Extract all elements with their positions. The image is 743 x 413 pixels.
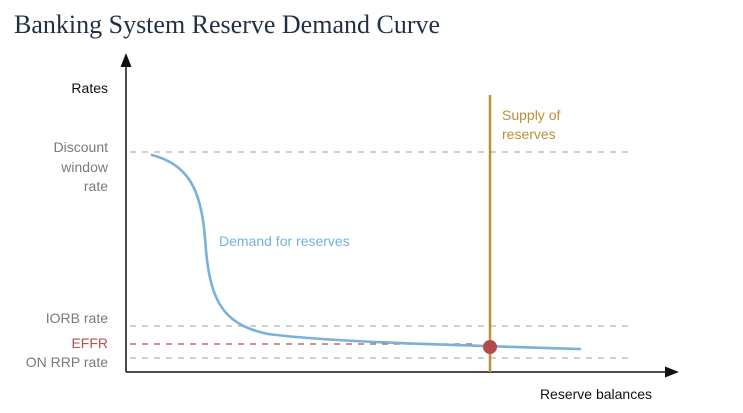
equilibrium-point xyxy=(483,340,497,354)
demand-curve-label: Demand for reserves xyxy=(219,233,350,249)
effr-label: EFFR xyxy=(71,335,108,351)
demand-for-reserves-curve xyxy=(150,153,582,351)
discount-window-label-line-3: rate xyxy=(84,178,108,194)
supply-label-line-2: reserves xyxy=(502,126,556,142)
x-axis-arrow-icon xyxy=(665,366,679,378)
x-axis-label: Reserve balances xyxy=(540,386,652,402)
iorb-rate-label: IORB rate xyxy=(46,310,108,326)
y-axis-label: Rates xyxy=(71,80,108,96)
on-rrp-rate-label: ON RRP rate xyxy=(26,354,108,370)
discount-window-label-line-2: window xyxy=(60,159,109,175)
discount-window-rate-label: Discount window rate xyxy=(54,139,109,194)
page-title: Banking System Reserve Demand Curve xyxy=(14,10,440,39)
supply-label-line-1: Supply of xyxy=(502,107,560,123)
y-axis-arrow-icon xyxy=(120,53,132,67)
discount-window-label-line-1: Discount xyxy=(54,139,109,155)
